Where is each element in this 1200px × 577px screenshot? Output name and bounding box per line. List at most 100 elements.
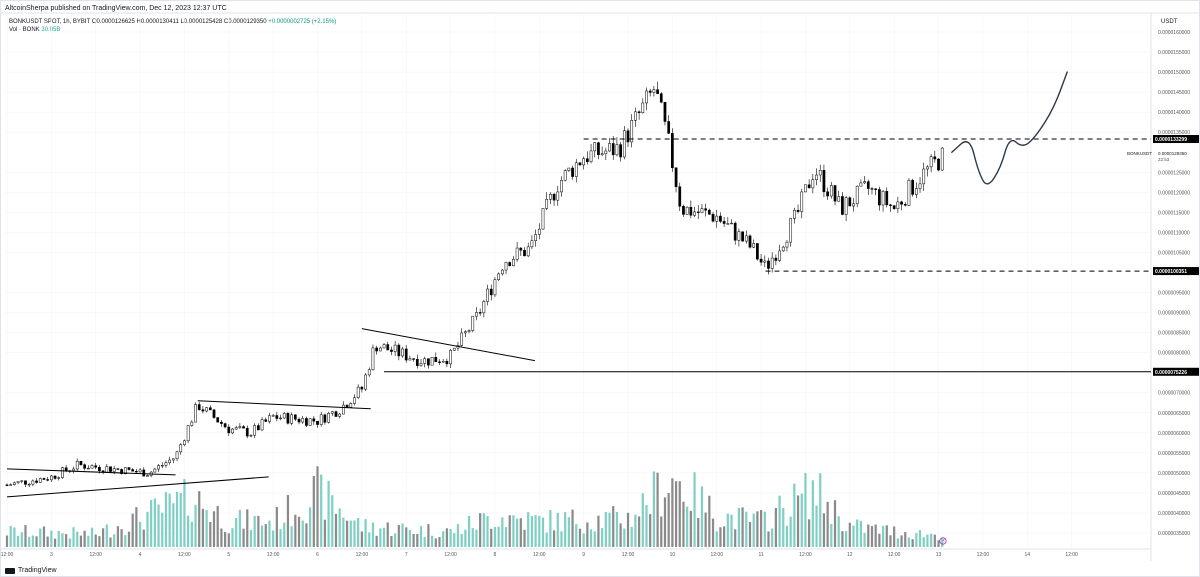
volume-bar — [800, 493, 803, 547]
volume-bar — [830, 523, 833, 547]
candle-body — [275, 415, 279, 419]
symbol-label[interactable]: BONKUSDT SPOT, 1h, BYBIT — [9, 19, 91, 25]
volume-bar — [327, 480, 330, 547]
volume-bar — [715, 531, 718, 547]
price-tag-label: 0.0000133299 — [1155, 137, 1187, 143]
ohlc-close: C0.0000129350 — [223, 19, 267, 25]
volume-bar — [72, 527, 75, 547]
price-tick-label: 0.0000060000 — [1158, 431, 1190, 437]
volume-bar — [201, 508, 205, 547]
volume-bar — [759, 510, 763, 547]
candle-body — [926, 166, 929, 170]
volume-bar — [516, 518, 519, 547]
volume-bar — [146, 511, 149, 547]
volume-bar — [538, 515, 541, 547]
volume-bar — [841, 531, 844, 547]
volume-bar — [368, 532, 371, 547]
price-tick-label: 0.0000095000 — [1158, 291, 1190, 297]
volume-bar — [357, 518, 360, 547]
volume-bar — [889, 535, 892, 547]
volume-bar — [793, 483, 796, 547]
price-axis[interactable]: USDT 0.0000160000 0.0000155000 0.0000150000… — [1158, 19, 1190, 537]
volume-bar — [31, 535, 34, 547]
candle-body — [205, 407, 208, 412]
volume-bar — [719, 527, 722, 547]
volume-bar — [98, 536, 101, 547]
price-tags: 0.0000133299 0.0000100351 0.0000075226 BONK… — [1127, 135, 1199, 376]
volume-bar — [87, 535, 90, 547]
candle-body — [781, 246, 785, 252]
candle-body — [271, 415, 275, 417]
price-tick-label: 0.0000150000 — [1158, 70, 1190, 76]
candle-body — [578, 162, 582, 166]
volume-bar — [24, 525, 27, 547]
volume-bar — [453, 533, 456, 547]
volume-label[interactable]: Vol · BONK — [9, 27, 40, 33]
volume-bar — [209, 521, 212, 547]
candle-body — [194, 404, 197, 423]
volume-bar — [930, 533, 933, 547]
candle-body — [863, 181, 866, 184]
volume-bar — [697, 518, 700, 547]
candle-body — [31, 480, 35, 485]
candle-body — [674, 167, 678, 187]
candle-body — [356, 386, 360, 398]
candle-body — [475, 312, 478, 317]
candle-body — [171, 458, 175, 461]
volume-bar — [571, 509, 574, 547]
candle-body — [338, 413, 342, 417]
ohlc-low: L0.0000125428 — [180, 19, 223, 25]
volume-bar — [164, 492, 168, 547]
trendline — [197, 400, 371, 410]
volume-bar — [113, 534, 116, 547]
volume-bar — [527, 512, 530, 547]
candle-body — [183, 440, 186, 445]
projection-path — [951, 71, 1068, 185]
candle-body — [404, 348, 408, 361]
candle-body — [38, 478, 42, 483]
volume-bar — [53, 538, 57, 547]
candle-body — [201, 409, 205, 412]
candle-body — [696, 211, 700, 213]
candle-body — [72, 468, 75, 471]
grid — [1, 12, 1200, 561]
volume-bar — [127, 531, 131, 547]
time-tick-label: 6 — [316, 552, 319, 558]
time-tick-label: 12:00 — [710, 552, 723, 558]
volume-bar — [615, 511, 619, 547]
volume-bar — [907, 537, 911, 547]
candle-body — [227, 426, 231, 434]
candle-body — [349, 403, 353, 408]
volume-bar — [808, 519, 811, 547]
candle-body — [257, 425, 260, 431]
volume-bar — [782, 508, 785, 547]
price-tick-label: 0.0000045000 — [1158, 491, 1190, 497]
volume-legend: Vol · BONK 30.05B — [9, 26, 60, 34]
price-tag-bg — [1153, 267, 1199, 276]
candle-body — [430, 357, 434, 366]
time-axis[interactable]: 12:00 3 12:00 4 12:00 5 12:00 6 12:00 7 12:00 8 12:0… — [1, 552, 1078, 558]
volume-bar — [519, 518, 522, 547]
candle-body — [774, 257, 778, 261]
candle-body — [64, 467, 68, 472]
candle-body — [741, 231, 744, 242]
price-tick-label: 0.0000115000 — [1158, 210, 1190, 216]
volume-bar — [116, 526, 120, 547]
volume-bar — [904, 532, 907, 547]
volume-bar — [593, 531, 596, 547]
candle-body — [560, 180, 563, 193]
volume-bar — [634, 514, 637, 547]
volume-bar — [552, 530, 556, 547]
candle-body — [412, 358, 415, 360]
volume-bar — [360, 531, 363, 547]
price-tick-label: 0.0000120000 — [1158, 190, 1190, 196]
candle-body — [622, 130, 626, 158]
candle-body — [401, 348, 404, 357]
candle-body — [748, 235, 752, 248]
volume-bar — [272, 530, 275, 547]
candle-body — [397, 344, 401, 357]
candle-body — [900, 201, 903, 205]
candle-body — [253, 425, 257, 436]
price-tag-bg — [1153, 135, 1199, 144]
